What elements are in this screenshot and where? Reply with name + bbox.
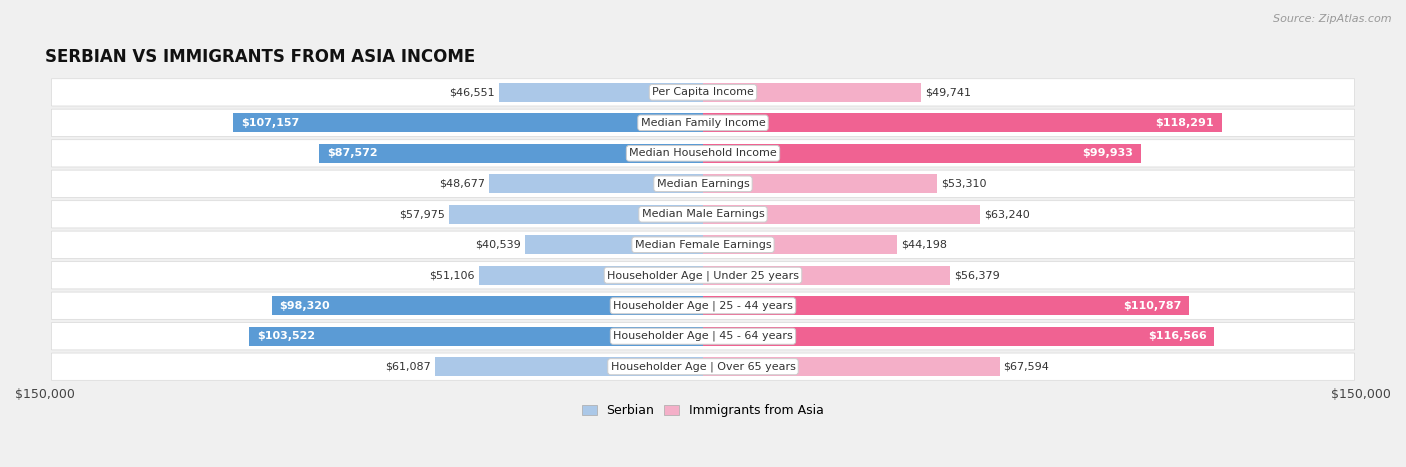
FancyBboxPatch shape xyxy=(52,78,1354,106)
Bar xyxy=(703,357,1000,376)
Text: $61,087: $61,087 xyxy=(385,362,432,372)
Text: $44,198: $44,198 xyxy=(901,240,946,250)
Text: Per Capita Income: Per Capita Income xyxy=(652,87,754,97)
Bar xyxy=(703,296,1189,315)
Text: $116,566: $116,566 xyxy=(1147,331,1206,341)
Text: Median Household Income: Median Household Income xyxy=(628,149,778,158)
Text: $51,106: $51,106 xyxy=(429,270,475,280)
Text: $87,572: $87,572 xyxy=(326,149,377,158)
Bar xyxy=(703,113,1222,132)
Text: Median Earnings: Median Earnings xyxy=(657,179,749,189)
Text: $67,594: $67,594 xyxy=(1004,362,1049,372)
FancyBboxPatch shape xyxy=(52,140,1354,167)
Text: $56,379: $56,379 xyxy=(955,270,1000,280)
Text: Householder Age | 45 - 64 years: Householder Age | 45 - 64 years xyxy=(613,331,793,341)
Text: $98,320: $98,320 xyxy=(280,301,330,311)
Bar xyxy=(703,266,950,285)
Text: $63,240: $63,240 xyxy=(984,209,1031,219)
Bar xyxy=(703,174,936,193)
FancyBboxPatch shape xyxy=(52,262,1354,289)
Bar xyxy=(526,235,703,254)
Text: Median Family Income: Median Family Income xyxy=(641,118,765,128)
Text: $107,157: $107,157 xyxy=(240,118,299,128)
Text: Median Female Earnings: Median Female Earnings xyxy=(634,240,772,250)
FancyBboxPatch shape xyxy=(52,323,1354,350)
Bar xyxy=(479,266,703,285)
Text: $103,522: $103,522 xyxy=(257,331,315,341)
Bar xyxy=(703,144,1142,163)
FancyBboxPatch shape xyxy=(52,201,1354,228)
Text: Householder Age | Over 65 years: Householder Age | Over 65 years xyxy=(610,361,796,372)
FancyBboxPatch shape xyxy=(52,109,1354,136)
Text: $46,551: $46,551 xyxy=(449,87,495,97)
Bar xyxy=(489,174,703,193)
Text: $110,787: $110,787 xyxy=(1123,301,1181,311)
FancyBboxPatch shape xyxy=(52,231,1354,258)
Bar xyxy=(233,113,703,132)
Text: $99,933: $99,933 xyxy=(1083,149,1133,158)
Bar xyxy=(449,205,703,224)
Text: $57,975: $57,975 xyxy=(399,209,444,219)
Bar xyxy=(249,327,703,346)
FancyBboxPatch shape xyxy=(52,292,1354,319)
Text: Source: ZipAtlas.com: Source: ZipAtlas.com xyxy=(1274,14,1392,24)
FancyBboxPatch shape xyxy=(52,353,1354,381)
Bar xyxy=(319,144,703,163)
Text: $118,291: $118,291 xyxy=(1156,118,1213,128)
Bar xyxy=(703,83,921,102)
Text: Median Male Earnings: Median Male Earnings xyxy=(641,209,765,219)
Text: Householder Age | Under 25 years: Householder Age | Under 25 years xyxy=(607,270,799,281)
Legend: Serbian, Immigrants from Asia: Serbian, Immigrants from Asia xyxy=(582,404,824,417)
Bar xyxy=(703,205,980,224)
Bar xyxy=(499,83,703,102)
Bar xyxy=(703,327,1215,346)
Bar xyxy=(434,357,703,376)
Text: $48,677: $48,677 xyxy=(440,179,485,189)
Text: $40,539: $40,539 xyxy=(475,240,522,250)
Text: Householder Age | 25 - 44 years: Householder Age | 25 - 44 years xyxy=(613,300,793,311)
Text: $49,741: $49,741 xyxy=(925,87,972,97)
Text: $53,310: $53,310 xyxy=(941,179,987,189)
Bar xyxy=(703,235,897,254)
Bar xyxy=(271,296,703,315)
FancyBboxPatch shape xyxy=(52,170,1354,198)
Text: SERBIAN VS IMMIGRANTS FROM ASIA INCOME: SERBIAN VS IMMIGRANTS FROM ASIA INCOME xyxy=(45,48,475,66)
